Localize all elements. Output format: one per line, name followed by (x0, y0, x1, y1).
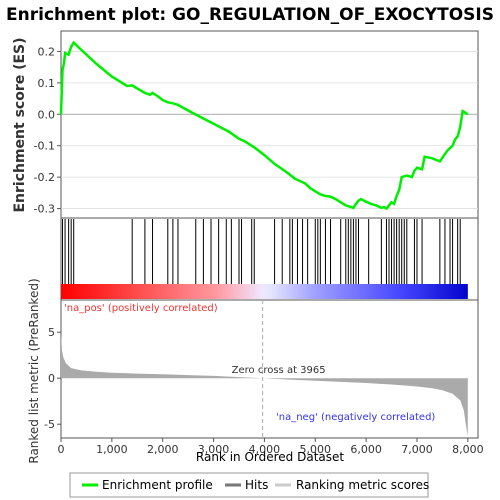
x-axis: 0 1,000 2,000 3,000 4,000 5,000 6,000 7,000 8,00… (58, 438, 484, 456)
legend-hits-label: Hits (245, 478, 268, 492)
x-axis-label: Rank in Ordered Dataset (196, 450, 344, 464)
es-tick-label: -0.1 (34, 140, 55, 153)
ranking-color-band (61, 284, 468, 299)
enrichment-profile-line (59, 40, 469, 211)
es-tick-label: -0.3 (34, 203, 55, 216)
legend-metric-label: Ranking metric scores (296, 478, 429, 492)
zero-cross-label: Zero cross at 3965 (232, 365, 326, 376)
x-tick-label: 7,000 (401, 443, 433, 456)
x-tick-label: 0 (58, 443, 65, 456)
es-tick-label: 0.1 (38, 77, 56, 90)
x-tick-label: 2,000 (147, 443, 179, 456)
neg-correlated-label: 'na_neg' (negatively correlated) (276, 412, 435, 423)
ranking-metric-area (61, 332, 468, 437)
es-y-axis-label: Enrichment score (ES) (12, 37, 28, 212)
x-tick-label: 4,000 (249, 443, 281, 456)
es-gridlines (61, 51, 478, 209)
metric-tick-label: -5 (44, 418, 55, 431)
legend (69, 472, 429, 498)
x-tick-label: 5,000 (300, 443, 332, 456)
metric-tick-label: 5 (48, 326, 55, 339)
hits-marks (62, 219, 461, 284)
metric-tick-label: 0 (48, 372, 55, 385)
es-tick-label: 0.0 (38, 108, 56, 121)
x-tick-label: 8,000 (452, 443, 484, 456)
x-tick-label: 6,000 (350, 443, 382, 456)
metric-y-axis-label: Ranked list metric (PreRanked) (27, 278, 41, 463)
es-tick-label: 0.2 (38, 45, 56, 58)
legend-profile-label: Enrichment profile (102, 478, 213, 492)
es-y-axis: 0.2 0.1 0.0 -0.1 -0.2 -0.3 (34, 45, 61, 216)
pos-correlated-label: 'na_pos' (positively correlated) (64, 303, 218, 314)
x-tick-label: 3,000 (198, 443, 230, 456)
es-tick-label: -0.2 (34, 171, 55, 184)
es-panel-frame (60, 30, 479, 219)
x-tick-label: 1,000 (96, 443, 128, 456)
metric-y-axis: 5 0 -5 (44, 326, 61, 431)
chart-title: Enrichment plot: GO_REGULATION_OF_EXOCYT… (6, 5, 494, 25)
